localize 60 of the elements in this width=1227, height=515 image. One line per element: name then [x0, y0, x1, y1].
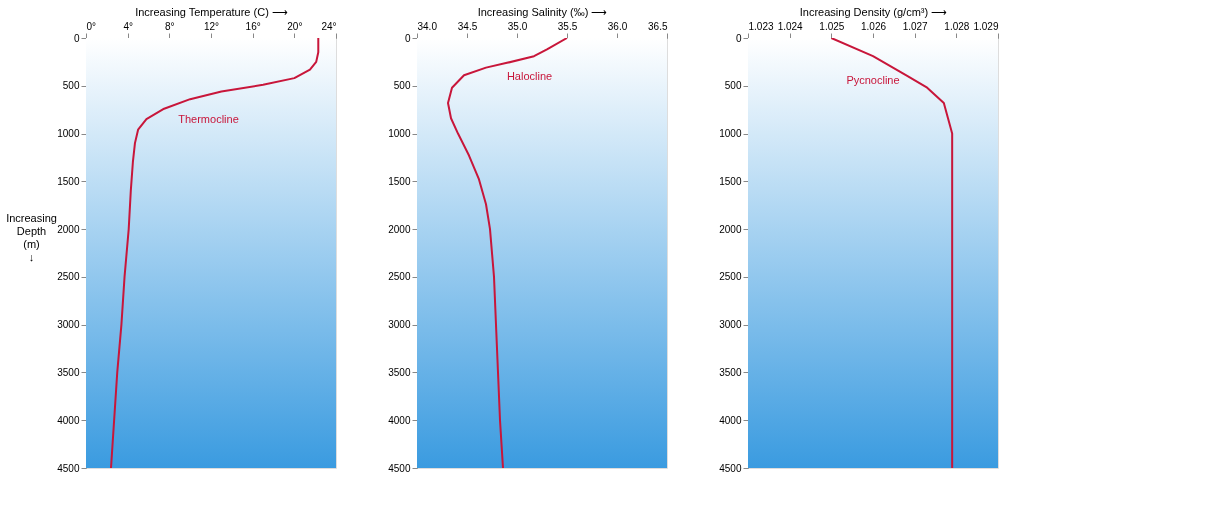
x-tick-label: 34.0 [417, 20, 438, 32]
x-tick-label: 35.5 [557, 20, 578, 32]
x-tick-label: 12° [203, 20, 220, 32]
y-tick-label: 4500 [388, 462, 411, 474]
y-tick-label: 4500 [719, 462, 742, 474]
x-tick-label: 0° [86, 20, 97, 32]
x-tick-label: 35.0 [507, 20, 528, 32]
x-axis-title: Increasing Temperature (C) ⟶ [135, 5, 288, 18]
y-tick-label: 4000 [57, 414, 80, 426]
x-tick-label: 8° [165, 20, 175, 32]
y-tick-label: 4500 [57, 462, 80, 474]
x-axis-title: Increasing Salinity (‰) ⟶ [477, 5, 608, 18]
line-series [830, 38, 954, 468]
x-tick-label: 1.023 [748, 20, 774, 32]
y-tick-label: 1000 [719, 128, 742, 140]
y-tick-label: 0 [404, 32, 411, 44]
y-tick-label: 3500 [388, 366, 411, 378]
y-tick-label: 1500 [57, 175, 80, 187]
x-tick-label: 1.025 [819, 20, 845, 32]
y-tick-label: 500 [393, 80, 411, 92]
y-tick-label: 3000 [57, 319, 80, 331]
annotation: Halocline [506, 69, 553, 82]
x-tick-label: 1.024 [777, 20, 804, 32]
y-tick-label: 1500 [388, 175, 411, 187]
y-tick-label: 3000 [719, 319, 742, 331]
y-tick-label: 2500 [719, 271, 742, 283]
x-tick-label: 1.028 [944, 20, 970, 32]
y-tick-label: 0 [73, 32, 80, 44]
y-tick-label: 2000 [388, 223, 411, 235]
y-tick-label: 500 [62, 80, 80, 92]
x-tick-label: 4° [123, 20, 133, 32]
x-tick-label: 1.027 [902, 20, 929, 32]
x-tick-label: 16° [245, 20, 261, 32]
y-tick-label: 1000 [57, 128, 80, 140]
y-tick-label: 4000 [388, 414, 411, 426]
line-series [447, 38, 568, 468]
annotation: Thermocline [178, 112, 239, 125]
line-series [110, 38, 320, 468]
annotation: Pycnocline [846, 74, 900, 86]
x-tick-label: 36.0 [607, 20, 628, 32]
x-tick-label: 34.5 [457, 20, 478, 32]
y-tick-label: 3000 [388, 319, 411, 331]
x-tick-label: 20° [287, 20, 303, 32]
y-tick-label: 2000 [57, 223, 80, 235]
y-tick-label: 2000 [719, 223, 742, 235]
x-tick-label: 1.029 [973, 20, 999, 32]
y-tick-label: 500 [724, 80, 742, 92]
y-tick-label: 0 [735, 32, 742, 44]
x-tick-label: 1.026 [860, 20, 887, 32]
y-tick-label: 3500 [57, 366, 80, 378]
x-tick-label: 36.5 [648, 20, 668, 32]
x-tick-label: 24° [321, 20, 337, 32]
y-tick-label: 2500 [388, 271, 411, 283]
x-axis-title: Increasing Density (g/cm³) ⟶ [799, 5, 948, 18]
y-axis-title: Increasing Depth (m) ↓ [6, 212, 57, 264]
y-tick-label: 1500 [719, 175, 742, 187]
y-tick-label: 4000 [719, 414, 742, 426]
y-tick-label: 1000 [388, 128, 411, 140]
y-tick-label: 2500 [57, 271, 80, 283]
y-tick-label: 3500 [719, 366, 742, 378]
